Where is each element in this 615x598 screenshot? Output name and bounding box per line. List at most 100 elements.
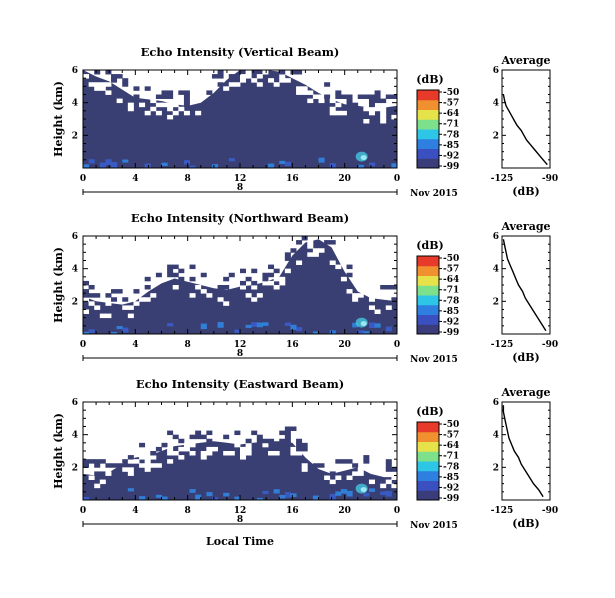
echo-cell bbox=[385, 463, 392, 468]
echo-gap-cell bbox=[223, 301, 230, 306]
echo-gap-cell bbox=[307, 90, 314, 95]
strong-echo-core bbox=[360, 155, 367, 161]
echo-cell bbox=[144, 285, 151, 290]
echo-gap-cell bbox=[240, 455, 247, 460]
colorbar-frame bbox=[416, 421, 440, 501]
echo-gap-cell bbox=[301, 467, 308, 472]
colorbar-swatch bbox=[417, 158, 439, 169]
echo-cell bbox=[240, 268, 247, 274]
low-level-echo bbox=[122, 159, 129, 163]
low-level-echo bbox=[256, 322, 263, 328]
echo-cell bbox=[363, 94, 370, 99]
x-tick-label: 16 bbox=[286, 506, 299, 516]
low-level-echo bbox=[211, 164, 219, 168]
y-tick-label: 2 bbox=[72, 297, 78, 307]
echo-gap-cell bbox=[245, 451, 252, 456]
echo-cell bbox=[279, 70, 286, 75]
echo-cell bbox=[268, 272, 275, 278]
echo-cell bbox=[385, 467, 392, 472]
low-level-echo bbox=[273, 489, 280, 494]
echo-gap-cell bbox=[268, 451, 275, 456]
echo-cell bbox=[167, 272, 174, 278]
colorbar-tick-label: -85 bbox=[443, 307, 459, 317]
echo-gap-cell bbox=[368, 297, 375, 302]
echo-gap-cell bbox=[380, 483, 387, 489]
echo-cell bbox=[105, 463, 112, 468]
echo-gap-cell bbox=[155, 102, 162, 108]
low-level-echo bbox=[189, 165, 196, 168]
echo-gap-cell bbox=[83, 297, 90, 302]
low-level-echo bbox=[183, 160, 191, 165]
echo-cell bbox=[301, 442, 308, 448]
echo-gap-cell bbox=[88, 475, 95, 480]
panel-title: Echo Intensity (Vertical Beam) bbox=[141, 45, 340, 59]
echo-cell bbox=[139, 442, 146, 448]
echo-gap-cell bbox=[251, 78, 258, 83]
echo-gap-cell bbox=[385, 479, 392, 485]
low-level-echo bbox=[329, 330, 336, 334]
low-level-echo bbox=[251, 322, 258, 327]
x-tick-label: 16 bbox=[286, 340, 299, 350]
echo-cell bbox=[94, 293, 101, 298]
echo-gap-cell bbox=[273, 276, 280, 282]
echo-gap-cell bbox=[167, 451, 174, 456]
echo-gap-cell bbox=[105, 471, 112, 476]
colorbar-tick-label: -78 bbox=[443, 296, 459, 306]
echo-gap-cell bbox=[307, 240, 314, 245]
echo-gap-cell bbox=[301, 463, 308, 468]
echo-cell bbox=[268, 438, 275, 444]
profile-x-label: (dB) bbox=[512, 185, 539, 198]
colorbar-swatch bbox=[417, 148, 439, 159]
echo-cell bbox=[262, 276, 269, 282]
echo-cell bbox=[363, 455, 370, 460]
echo-cell bbox=[251, 430, 258, 436]
low-level-echo bbox=[368, 162, 376, 167]
echo-gap-cell bbox=[290, 451, 297, 456]
colorbar-swatch bbox=[417, 256, 439, 267]
colorbar-swatch bbox=[417, 275, 439, 286]
echo-gap-cell bbox=[127, 467, 134, 472]
colorbar-swatch bbox=[417, 422, 439, 433]
echo-cell bbox=[94, 70, 101, 75]
echo-region bbox=[83, 441, 397, 500]
colorbar-tick-label: -57 bbox=[443, 99, 459, 109]
echo-cell bbox=[284, 256, 291, 261]
colorbar-swatch bbox=[417, 295, 439, 306]
echo-gap-cell bbox=[380, 110, 387, 116]
profile-y-tick-label: 6 bbox=[493, 66, 499, 76]
echo-cell bbox=[245, 276, 252, 282]
colorbar-tick-label: -64 bbox=[443, 109, 459, 119]
colorbar-tick-label: -78 bbox=[443, 130, 459, 140]
echo-gap-cell bbox=[144, 467, 151, 472]
echo-gap-cell bbox=[312, 252, 319, 257]
echo-gap-cell bbox=[256, 74, 263, 79]
echo-cell bbox=[301, 236, 308, 241]
low-level-echo bbox=[105, 159, 112, 166]
echo-gap-cell bbox=[357, 471, 364, 476]
low-level-echo bbox=[290, 324, 297, 330]
y-tick-label: 6 bbox=[72, 232, 78, 242]
echo-gap-cell bbox=[262, 70, 269, 75]
echo-gap-cell bbox=[178, 446, 185, 452]
low-level-echo bbox=[200, 323, 207, 330]
profile-y-tick-label: 4 bbox=[493, 99, 499, 109]
colorbar-swatch bbox=[417, 119, 439, 130]
x-tick-label: 20 bbox=[338, 174, 351, 184]
low-level-echo bbox=[111, 331, 118, 334]
profile-x-label: (dB) bbox=[512, 351, 539, 364]
profile-title: Average bbox=[500, 386, 550, 399]
echo-gap-cell bbox=[284, 78, 291, 83]
echo-cell bbox=[385, 285, 392, 290]
colorbar-swatch bbox=[417, 138, 439, 149]
x-tick-label: 4 bbox=[132, 506, 138, 516]
echo-gap-cell bbox=[217, 297, 224, 302]
low-level-echo bbox=[312, 331, 319, 334]
echo-gap-cell bbox=[195, 110, 202, 116]
echo-cell bbox=[223, 276, 230, 282]
panel-title: Echo Intensity (Northward Beam) bbox=[131, 211, 349, 225]
echo-cell bbox=[127, 455, 134, 460]
x-tick-label: 12 bbox=[234, 506, 247, 516]
echo-gap-cell bbox=[150, 463, 157, 468]
echo-gap-cell bbox=[296, 90, 303, 95]
x-tick-label: 12 bbox=[234, 174, 247, 184]
